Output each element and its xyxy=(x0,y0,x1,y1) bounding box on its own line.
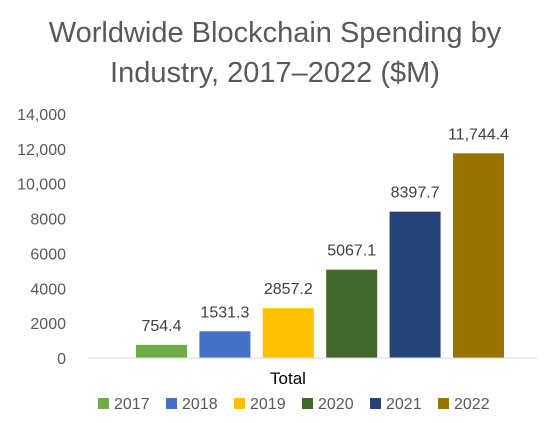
bar-2017 xyxy=(136,344,187,358)
legend-swatch-2020 xyxy=(302,398,313,409)
y-tick-label: 10,000 xyxy=(17,177,66,194)
legend-label-2018: 2018 xyxy=(182,396,218,413)
bar-data-labels: 754.4 1531.3 2857.2 5067.1 8397.7 11,744.4 xyxy=(141,126,509,335)
data-label-2018: 1531.3 xyxy=(200,304,249,321)
legend: 2017 2018 2019 2020 2021 2022 xyxy=(98,396,490,413)
legend-label-2022: 2022 xyxy=(454,396,490,413)
y-tick-label: 12,000 xyxy=(17,142,66,159)
data-label-2022: 11,744.4 xyxy=(448,126,509,143)
bar-2020 xyxy=(326,269,378,358)
y-tick-label: 2000 xyxy=(30,316,66,333)
data-label-2021: 8397.7 xyxy=(391,185,440,202)
data-label-2020: 5067.1 xyxy=(327,243,376,260)
y-tick-label: 0 xyxy=(57,351,66,368)
bar-2022 xyxy=(453,153,504,358)
legend-swatch-2017 xyxy=(98,398,109,409)
legend-swatch-2022 xyxy=(438,398,449,409)
legend-swatch-2019 xyxy=(234,398,245,409)
bar-2021 xyxy=(389,211,441,358)
legend-label-2020: 2020 xyxy=(318,396,354,413)
legend-swatch-2018 xyxy=(166,398,177,409)
x-axis-category-label: Total xyxy=(270,369,306,388)
y-tick-label: 8000 xyxy=(30,212,66,229)
legend-label-2019: 2019 xyxy=(250,396,286,413)
bars xyxy=(136,153,504,358)
y-tick-label: 6000 xyxy=(30,246,66,263)
legend-label-2021: 2021 xyxy=(386,396,422,413)
data-label-2017: 754.4 xyxy=(141,318,181,335)
y-tick-label: 4000 xyxy=(30,281,66,298)
bar-2019 xyxy=(262,308,314,358)
y-tick-label: 14,000 xyxy=(17,107,66,124)
data-label-2019: 2857.2 xyxy=(264,281,313,298)
y-axis: 0 2000 4000 6000 8000 10,000 12,000 14,000 xyxy=(17,107,66,368)
legend-label-2017: 2017 xyxy=(114,396,150,413)
legend-swatch-2021 xyxy=(370,398,381,409)
chart-title-line-2: Industry, 2017–2022 ($M) xyxy=(110,57,440,89)
chart-title-line-1: Worldwide Blockchain Spending by xyxy=(48,17,502,49)
bar-2018 xyxy=(199,331,251,358)
